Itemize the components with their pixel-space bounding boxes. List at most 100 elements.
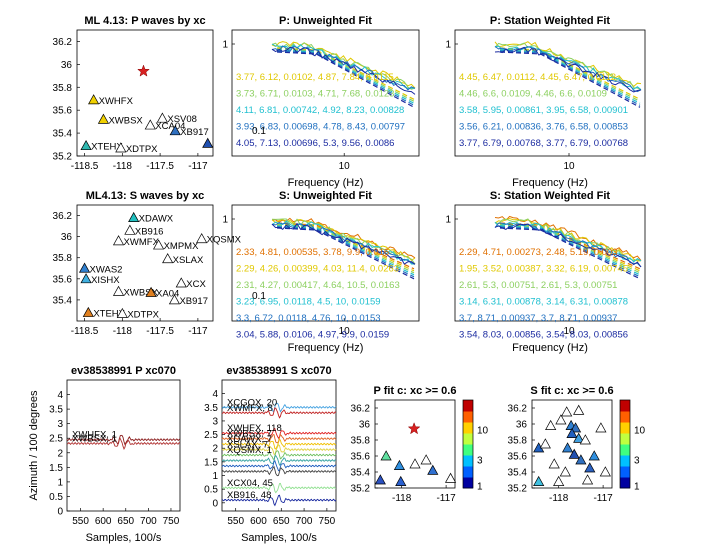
p10-station-marker	[559, 466, 571, 477]
p10-station-marker	[575, 454, 587, 465]
p4-station-label: XCX	[186, 279, 206, 290]
p4-station-marker	[196, 233, 208, 244]
p3-spectrum-line	[494, 46, 642, 93]
p10-station-marker	[573, 404, 585, 415]
p8-trace	[221, 494, 337, 507]
p9-station-marker	[409, 458, 421, 469]
p10-colorbar-segment	[620, 411, 630, 423]
p9-axes-frame	[374, 399, 456, 489]
p5-fit-label: 2.31, 4.27, 0.00417, 4.64, 10.5, 0.0163	[236, 280, 400, 291]
p10-colorbar-segment	[620, 422, 630, 434]
p10-colorbar-segment	[620, 455, 630, 467]
p8-trace	[221, 465, 337, 477]
p3-ytick-label: 1	[445, 40, 451, 51]
p1-ytick-label: 35.6	[53, 106, 73, 117]
p4-station-marker	[168, 294, 181, 305]
p1-axes-frame	[76, 29, 214, 157]
p1-ytick-label: 36.2	[53, 37, 73, 48]
p3-fit-label: 3.77, 6.79, 0.00768, 3.77, 6.79, 0.00768	[459, 138, 628, 149]
p4-station-marker	[145, 286, 157, 297]
p4-station-marker	[162, 253, 174, 264]
p7-trace	[66, 434, 181, 446]
p6-xtick-label: 10	[563, 326, 575, 337]
p2-fit-line	[276, 47, 415, 100]
p4-xtick-label: -118.5	[71, 326, 99, 337]
p2-fit-label: 3.77, 6.12, 0.0102, 4.87, 7.84, 0.0115	[236, 72, 394, 83]
p7-xtick-label: 750	[163, 516, 180, 527]
p8-trace	[221, 443, 337, 456]
p9-colorbar-segment	[463, 422, 473, 434]
p6-fit-line	[499, 225, 641, 276]
p1-ytick-label: 35.8	[53, 83, 73, 94]
p5-fit-label: 3.04, 5.88, 0.0106, 4.97, 9.9, 0.0159	[236, 330, 389, 341]
p10-xtick-label: -118	[549, 493, 569, 504]
p4-station-label: XDTPX	[127, 310, 159, 321]
p10-colorbar-segment	[620, 444, 630, 456]
p8-xtick-label: 550	[227, 516, 244, 527]
p9-event-star	[407, 422, 421, 435]
p10-station-marker	[545, 419, 557, 430]
p8-xtick-label: 600	[250, 516, 267, 527]
p6-fit-label: 1.95, 3.52, 0.00387, 3.32, 6.19, 0.00745	[459, 264, 628, 275]
p4-xtick-label: -118	[113, 326, 133, 337]
p6-fit-line	[499, 224, 641, 274]
p10-colorbar-segment	[620, 433, 630, 445]
p8-title: ev38538991 S xc070	[226, 365, 331, 377]
p8-ytick-label: 1	[212, 471, 218, 482]
p8-trace-label: XCGOX, 20	[227, 397, 277, 408]
p8-trace-label: XWMFX, 8	[227, 403, 273, 414]
p3-fit-label: 3.56, 6.21, 0.00836, 3.76, 6.58, 0.00853	[459, 122, 628, 133]
p9-station-marker	[420, 454, 432, 465]
p7-xlabel: Samples, 100/s	[86, 532, 162, 544]
p4-station-label: XISHX	[91, 275, 120, 286]
p10-colorbar-segment	[620, 477, 630, 489]
p6-spectra	[494, 215, 642, 280]
p6-spectrum-line	[494, 222, 642, 268]
p1-station-marker	[144, 119, 156, 130]
p7-axes-frame	[66, 379, 181, 512]
p4-station-marker	[82, 306, 94, 317]
p2-fit-line	[276, 51, 415, 108]
p3-spectra	[494, 41, 642, 108]
p4-station-marker	[116, 307, 128, 318]
p1-station-label: XCA04	[155, 121, 185, 132]
p2-fit-label: 4.05, 7.13, 0.00696, 5.3, 9.56, 0.0086	[236, 138, 394, 149]
p5-fit-line	[276, 227, 415, 280]
p8-trace-label: XCX04, 45	[227, 478, 273, 489]
p5-spectrum-line	[271, 218, 416, 265]
p3-fit-label: 4.46, 6.6, 0.0109, 4.46, 6.6, 0.0109	[459, 89, 607, 100]
p5-fit-label: 2.29, 4.26, 0.00399, 4.03, 11.4, 0.0263	[236, 264, 399, 275]
p2-fit-label: 3.73, 6.71, 0.0103, 4.71, 7.68, 0.0123	[236, 89, 394, 100]
p8-ytick-label: 3	[212, 416, 218, 427]
p9-colorbar-label: 3	[477, 455, 483, 466]
p5-spectra	[271, 217, 416, 280]
p4-station-label: XWBSX	[124, 287, 159, 298]
p1-station-marker	[156, 112, 168, 123]
p7-ytick-label: 1.5	[49, 463, 63, 474]
p2-ytick-label: 1	[222, 40, 228, 51]
p6-fit-label: 2.29, 4.71, 0.00273, 2.48, 5.19, 0.003	[459, 247, 617, 258]
p3-spectrum-line	[494, 42, 642, 91]
p9-station-marker	[395, 475, 407, 486]
p4-station-marker	[175, 277, 187, 288]
p10-station-marker	[595, 422, 607, 433]
p8-ytick-label: 4	[212, 389, 218, 400]
p1-event-star	[137, 64, 150, 77]
p10-station-marker	[588, 450, 600, 461]
p1-station-marker	[115, 142, 127, 153]
p8-trace	[221, 427, 337, 440]
p4-station-label: XA04	[156, 289, 179, 300]
p4-xtick-label: -117	[188, 326, 208, 337]
p2-title: P: Unweighted Fit	[279, 15, 372, 27]
p2-fit-line	[276, 49, 415, 104]
p9-colorbar-segment	[463, 466, 473, 478]
p10-station-marker	[566, 427, 578, 438]
p10-colorbar-segment	[620, 466, 630, 478]
p8-xtick-label: 750	[319, 516, 336, 527]
p1-station-label: XDTPX	[126, 144, 158, 155]
p7-trace-label: XWBSX, 1	[72, 433, 117, 444]
p4-xtick-label: -117.5	[146, 326, 174, 337]
p10-station-marker	[599, 466, 611, 477]
p4-station-label: XB916	[135, 226, 164, 237]
p4-station-marker	[112, 235, 125, 246]
